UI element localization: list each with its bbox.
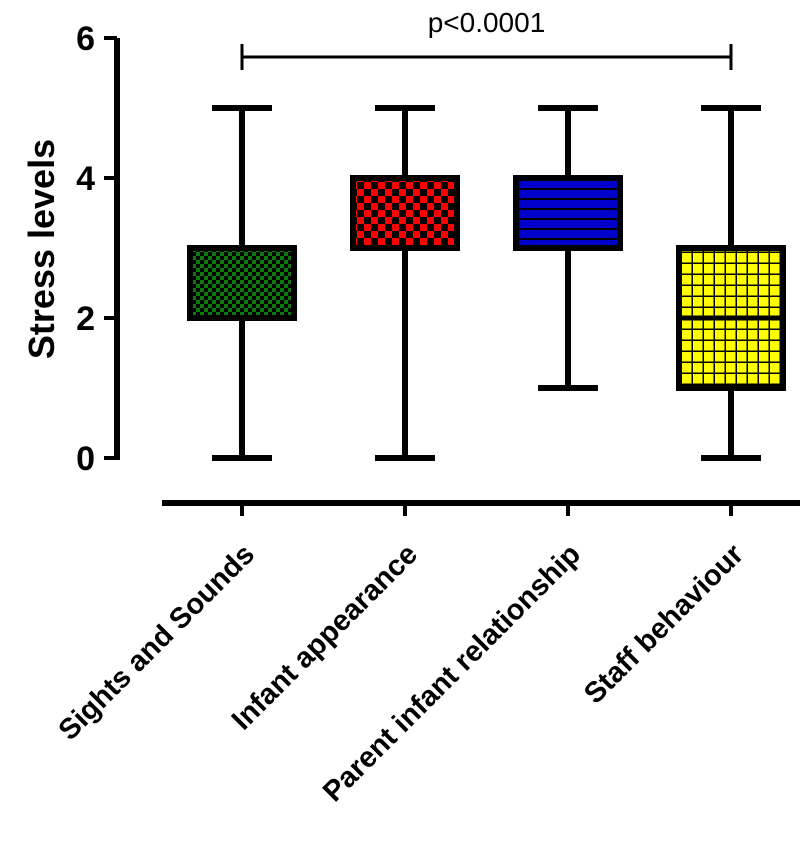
box-series xyxy=(187,105,786,461)
box-1 xyxy=(350,105,460,461)
box-0 xyxy=(187,105,297,461)
y-axis: 0 2 4 6 xyxy=(76,20,120,478)
y-axis-ticks: 0 2 4 6 xyxy=(76,20,117,478)
y-tick-label: 0 xyxy=(76,440,95,478)
y-tick-label: 6 xyxy=(76,20,95,58)
x-category-label: Staff behaviour xyxy=(578,538,750,710)
x-category-label: Parent infant relationship xyxy=(317,538,587,808)
box-iqr xyxy=(187,245,297,321)
x-category-label: Infant appearance xyxy=(226,538,424,736)
box-iqr xyxy=(350,175,460,251)
y-axis-title: Stress levels xyxy=(21,139,62,359)
box-3 xyxy=(676,105,786,461)
significance-annotation: p<0.0001 xyxy=(240,7,733,70)
significance-label: p<0.0001 xyxy=(428,7,546,38)
y-tick-label: 2 xyxy=(76,300,95,338)
y-tick-label: 4 xyxy=(76,160,95,198)
box-iqr xyxy=(513,175,623,251)
box-2 xyxy=(513,105,623,391)
